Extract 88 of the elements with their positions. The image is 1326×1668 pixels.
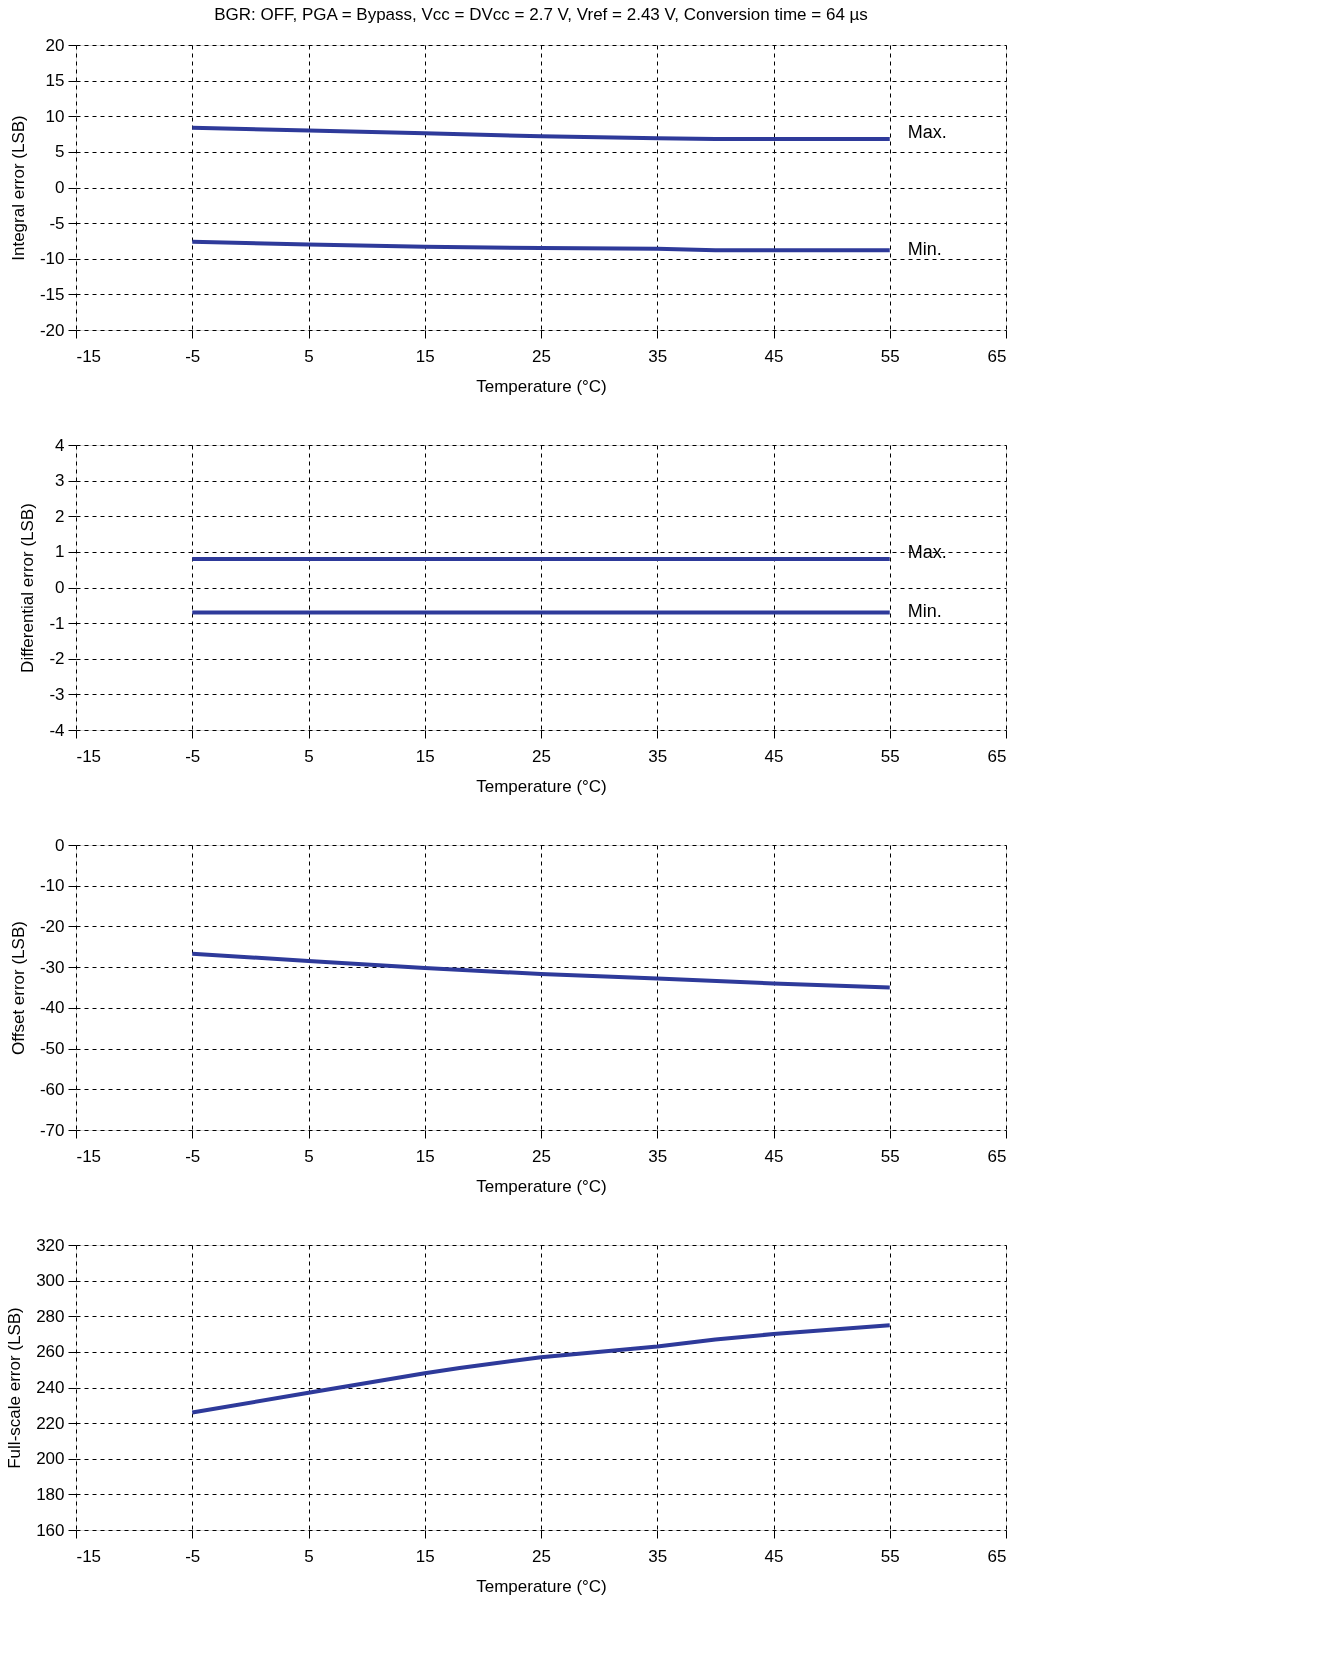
x-tick-label: -15 — [76, 1146, 102, 1166]
x-tick-label: 25 — [532, 346, 551, 366]
y-axis-title: Full-scale error (LSB) — [5, 1307, 25, 1469]
x-tick-label: 65 — [987, 1146, 1007, 1166]
y-tick-label: -20 — [39, 916, 65, 936]
y-tick-label: -1 — [49, 613, 65, 633]
y-axis-title: Differential error (LSB) — [18, 503, 38, 673]
y-tick-label: -4 — [49, 720, 65, 740]
y-axis-title: Integral error (LSB) — [8, 115, 28, 261]
series-label: Min. — [907, 601, 942, 622]
y-tick-label: -10 — [39, 876, 65, 896]
y-tick-label: -40 — [39, 998, 65, 1018]
x-tick-label: 35 — [648, 1146, 668, 1166]
x-tick-label: 25 — [532, 746, 551, 766]
x-tick-label: 5 — [304, 346, 314, 366]
x-tick-label: -5 — [185, 346, 201, 366]
y-tick-label: 3 — [55, 471, 65, 491]
x-tick-label: 5 — [304, 746, 314, 766]
x-tick-label: 15 — [415, 746, 435, 766]
y-tick-label: -5 — [49, 213, 65, 233]
x-tick-label: 65 — [987, 746, 1007, 766]
y-tick-label: 15 — [45, 71, 65, 91]
y-tick-label: 240 — [36, 1378, 65, 1397]
x-tick-label: 55 — [880, 746, 900, 766]
x-tick-label: -5 — [185, 1546, 201, 1566]
x-tick-label: 65 — [987, 346, 1007, 366]
y-tick-label: 1 — [55, 542, 65, 562]
x-tick-label: 35 — [648, 746, 668, 766]
y-tick-label: -15 — [39, 284, 65, 304]
y-tick-label: -2 — [49, 649, 65, 669]
line-series — [190, 951, 892, 990]
x-tick-label: -5 — [185, 1146, 201, 1166]
y-tick-label: 4 — [55, 435, 65, 455]
x-tick-label: -5 — [185, 746, 201, 766]
y-tick-label: 320 — [36, 1235, 65, 1255]
x-tick-label: 15 — [415, 346, 435, 366]
y-tick-label: 300 — [36, 1271, 65, 1291]
x-axis-title: Temperature (°C) — [476, 1176, 607, 1196]
x-tick-label: 55 — [880, 346, 900, 366]
series-label: Max. — [907, 122, 947, 143]
x-tick-label: 35 — [648, 346, 668, 366]
x-tick-label: 45 — [764, 1146, 784, 1166]
y-tick-label: -20 — [39, 320, 65, 340]
y-tick-label: 280 — [36, 1306, 65, 1326]
y-tick-label: -50 — [39, 1039, 65, 1059]
y-tick-label: 200 — [36, 1449, 65, 1469]
x-tick-label: 55 — [880, 1546, 900, 1566]
x-tick-label: 45 — [764, 746, 784, 766]
y-tick-label: 160 — [36, 1520, 65, 1540]
x-tick-label: 15 — [415, 1146, 435, 1166]
series-label: Min. — [907, 239, 942, 260]
x-tick-label: 45 — [764, 1546, 784, 1566]
y-tick-label: 5 — [55, 142, 65, 162]
series-label: Max. — [907, 542, 947, 562]
y-tick-label: -30 — [39, 957, 65, 977]
x-tick-label: 65 — [987, 1546, 1007, 1566]
y-tick-label: -60 — [39, 1079, 65, 1099]
line-series — [190, 239, 892, 253]
y-tick-label: 180 — [36, 1484, 65, 1504]
x-tick-label: 45 — [764, 346, 784, 366]
y-tick-label: -70 — [39, 1120, 65, 1140]
y-tick-label: -10 — [39, 249, 65, 269]
y-tick-label: 2 — [55, 506, 65, 526]
y-tick-label: 0 — [55, 178, 65, 197]
x-tick-label: 25 — [532, 1146, 551, 1166]
chart-title: BGR: OFF, PGA = Bypass, Vcc = DVcc = 2.7 V, Vref = 2.43 V, Conversion time = 64 µs — [214, 5, 868, 24]
x-tick-label: 5 — [304, 1146, 314, 1166]
x-tick-label: -15 — [76, 746, 102, 766]
y-tick-label: 220 — [36, 1413, 65, 1433]
y-tick-label: 10 — [45, 106, 65, 126]
x-axis-title: Temperature (°C) — [476, 376, 607, 396]
y-tick-label: 0 — [55, 578, 65, 597]
y-tick-label: 0 — [55, 835, 65, 855]
y-tick-label: 260 — [36, 1342, 65, 1362]
x-tick-label: -15 — [76, 1546, 102, 1566]
x-tick-label: 5 — [304, 1546, 314, 1566]
y-tick-label: -3 — [49, 684, 65, 704]
x-axis-title: Temperature (°C) — [476, 1576, 607, 1596]
line-series — [190, 1323, 892, 1415]
x-tick-label: 35 — [648, 1546, 668, 1566]
x-axis-title: Temperature (°C) — [476, 776, 607, 796]
x-tick-label: -15 — [76, 346, 102, 366]
line-series — [190, 125, 892, 142]
y-axis-title: Offset error (LSB) — [8, 921, 28, 1055]
y-tick-label: 20 — [45, 35, 65, 55]
x-tick-label: 55 — [880, 1146, 900, 1166]
x-tick-label: 15 — [415, 1546, 435, 1566]
x-tick-label: 25 — [532, 1546, 551, 1566]
